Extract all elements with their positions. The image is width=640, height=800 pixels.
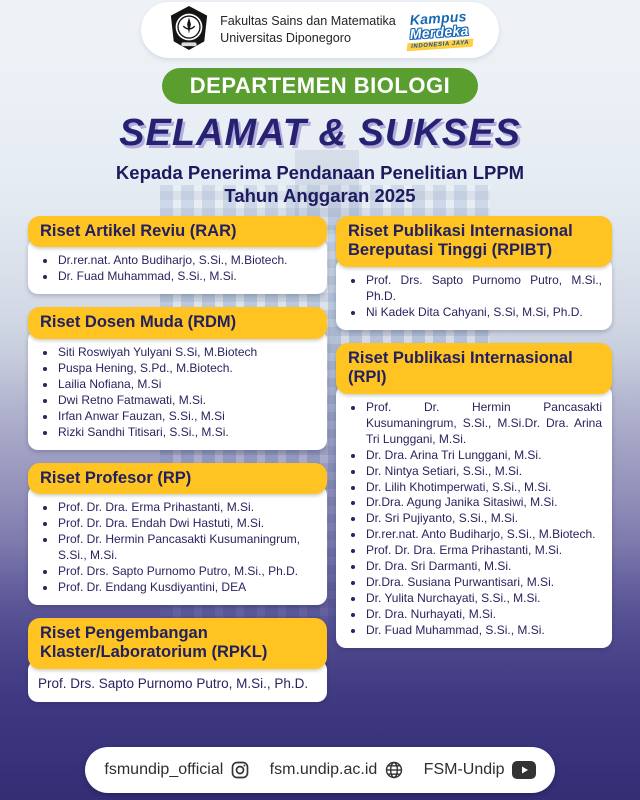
recipient-name: Rizki Sandhi Titisari, S.Si., M.Si. [57, 425, 317, 441]
instagram-link[interactable]: fsmundip_official [104, 760, 250, 780]
faculty-name: Fakultas Sains dan Matematika Universita… [220, 13, 396, 46]
recipient-name: Prof. Dr. Dra. Endah Dwi Hastuti, M.Si. [57, 516, 317, 532]
recipient-name: Dwi Retno Fatmawati, M.Si. [57, 393, 317, 409]
section-title-rpkl: Riset Pengembangan Klaster/Laboratorium … [28, 617, 327, 669]
recipient-name: Dr.Dra. Susiana Purwantisari, M.Si. [365, 575, 602, 591]
instagram-handle: fsmundip_official [104, 761, 224, 778]
youtube-channel: FSM-Undip [423, 761, 505, 778]
right-column: Riset Publikasi Internasional Bereputasi… [336, 216, 612, 661]
subtitle-line2: Tahun Anggaran 2025 [224, 185, 416, 207]
section-rpibt: Riset Publikasi Internasional Bereputasi… [336, 216, 612, 330]
recipient-sections: Riset Artikel Reviu (RAR) Dr.rer.nat. Ant… [28, 216, 612, 715]
section-rp: Riset Profesor (RP)Prof. Dr. Dra. Erma P… [28, 462, 327, 605]
recipient-name: Puspa Hening, S.Pd., M.Biotech. [57, 361, 317, 377]
section-title-rar: Riset Artikel Reviu (RAR) [28, 216, 327, 248]
poster-header-area: Fakultas Sains dan Matematika Universita… [0, 0, 640, 207]
recipient-name: Dr. Nintya Setiari, S.Si., M.Si. [365, 464, 602, 480]
section-title-rdm: Riset Dosen Muda (RDM) [28, 307, 327, 339]
social-footer-bar: fsmundip_official fsm.undip.ac.id [85, 747, 555, 793]
left-column: Riset Artikel Reviu (RAR) Dr.rer.nat. Ant… [28, 216, 327, 715]
section-card-rpibt: Prof. Drs. Sapto Purnomo Putro, M.Si., P… [336, 257, 612, 330]
faculty-line1: Fakultas Sains dan Matematika [220, 14, 396, 29]
institution-header: Fakultas Sains dan Matematika Universita… [141, 2, 499, 58]
recipient-name: Prof. Dr. Dra. Erma Prihastanti, M.Si. [57, 500, 317, 516]
section-rpi: Riset Publikasi Internasional (RPI) Prof.… [336, 342, 612, 649]
kampus-merdeka-line2: Merdeka [409, 21, 469, 43]
section-title-rpibt: Riset Publikasi Internasional Bereputasi… [336, 216, 612, 267]
recipient-name: Siti Roswiyah Yulyani S.Si, M.Biotech [57, 345, 317, 361]
recipient-name: Irfan Anwar Fauzan, S.Si., M.Si [57, 409, 317, 425]
recipient-name: Dr. Lilih Khotimperwati, S.Si., M.Si. [365, 480, 602, 496]
section-card-rp: Prof. Dr. Dra. Erma Prihastanti, M.Si.Pr… [28, 485, 327, 605]
website-url: fsm.undip.ac.id [269, 761, 378, 778]
recipient-name: Dr. Dra. Arina Tri Lunggani, M.Si. [365, 448, 602, 464]
section-card-rpi: Prof. Dr. Hermin Pancasakti Kusumaningru… [336, 384, 612, 649]
recipient-name: Dr.Dra. Agung Janika Sitasiwi, M.Si. [365, 495, 602, 511]
section-rdm: Riset Dosen Muda (RDM)Siti Roswiyah Yuly… [28, 307, 327, 450]
recipient-name: Ni Kadek Dita Cahyani, S.Si, M.Si, Ph.D. [365, 305, 602, 321]
youtube-link[interactable]: FSM-Undip [424, 761, 536, 779]
recipient-name: Dr.rer.nat. Anto Budiharjo, S.Si., M.Bio… [365, 527, 602, 543]
recipient-name: Dr.rer.nat. Anto Budiharjo, S.Si., M.Bio… [57, 253, 317, 269]
recipient-name: Prof. Drs. Sapto Purnomo Putro, M.Si., P… [38, 675, 309, 691]
globe-icon [384, 760, 404, 780]
poster-subtitle: Kepada Penerima Pendanaan Penelitian LPP… [0, 161, 640, 207]
recipient-name: Prof. Drs. Sapto Purnomo Putro, M.Si., P… [365, 273, 602, 305]
recipient-name: Dr. Dra. Nurhayati, M.Si. [365, 607, 602, 623]
section-title-rp: Riset Profesor (RP) [28, 462, 327, 495]
recipient-name: Prof. Dr. Dra. Erma Prihastanti, M.Si. [365, 543, 602, 559]
section-title-rpi: Riset Publikasi Internasional (RPI) [336, 342, 612, 394]
recipient-name: Prof. Dr. Hermin Pancasakti Kusumaningru… [365, 400, 602, 448]
instagram-icon [230, 760, 250, 780]
recipient-name: Dr. Dra. Sri Darmanti, M.Si. [365, 559, 602, 575]
undip-logo-icon [168, 5, 210, 56]
section-rar: Riset Artikel Reviu (RAR) Dr.rer.nat. Ant… [28, 216, 327, 295]
website-link[interactable]: fsm.undip.ac.id [270, 760, 405, 780]
youtube-icon [511, 761, 536, 779]
subtitle-line1: Kepada Penerima Pendanaan Penelitian LPP… [115, 162, 525, 183]
recipient-name: Dr. Sri Pujiyanto, S.Si., M.Si. [365, 511, 602, 527]
recipient-name: Prof. Drs. Sapto Purnomo Putro, M.Si., P… [57, 564, 317, 580]
department-banner: DEPARTEMEN BIOLOGI [161, 68, 479, 104]
section-rpkl: Riset Pengembangan Klaster/Laboratorium … [28, 617, 327, 702]
poster-title: SELAMAT & SUKSES [119, 112, 521, 154]
recipient-name: Dr. Fuad Muhammad, S.Si., M.Si. [57, 269, 317, 285]
faculty-line2: Universitas Diponegoro [220, 31, 351, 45]
section-card-rar: Dr.rer.nat. Anto Budiharjo, S.Si., M.Bio… [28, 238, 327, 295]
section-card-rdm: Siti Roswiyah Yulyani S.Si, M.BiotechPus… [28, 329, 327, 450]
kampus-merdeka-logo: Kampus Merdeka INDONESIA JAYA [405, 8, 474, 52]
recipient-name: Prof. Dr. Hermin Pancasakti Kusumaningru… [57, 532, 317, 564]
recipient-name: Dr. Yulita Nurchayati, S.Si., M.Si. [365, 591, 602, 607]
recipient-name: Lailia Nofiana, M.Si [57, 377, 317, 393]
recipient-name: Dr. Fuad Muhammad, S.Si., M.Si. [365, 623, 602, 639]
recipient-name: Prof. Dr. Endang Kusdiyantini, DEA [57, 580, 317, 596]
